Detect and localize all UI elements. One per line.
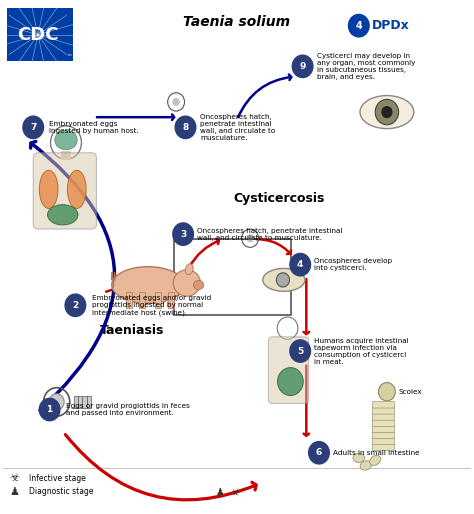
Bar: [74, 396, 78, 408]
Text: Taenia solium: Taenia solium: [183, 14, 291, 29]
Text: 3: 3: [180, 230, 186, 238]
Text: ♟: ♟: [10, 487, 20, 497]
Bar: [78, 396, 82, 408]
Circle shape: [173, 223, 193, 245]
Ellipse shape: [370, 455, 381, 466]
Bar: [155, 291, 161, 308]
Circle shape: [65, 294, 86, 317]
Bar: [82, 396, 87, 408]
Text: 2: 2: [72, 301, 79, 310]
Circle shape: [375, 99, 399, 125]
Ellipse shape: [353, 453, 365, 463]
Text: 4: 4: [356, 21, 362, 31]
Bar: [87, 396, 91, 408]
Ellipse shape: [55, 131, 77, 150]
Circle shape: [292, 55, 313, 78]
Text: Adults in small intestine: Adults in small intestine: [333, 450, 419, 456]
FancyBboxPatch shape: [373, 414, 394, 420]
Text: 5: 5: [297, 346, 303, 356]
Text: 1: 1: [46, 405, 53, 414]
Text: 8: 8: [182, 123, 189, 132]
Text: ♟  ☣: ♟ ☣: [216, 487, 239, 497]
Text: DPDx: DPDx: [372, 19, 409, 32]
Circle shape: [381, 106, 392, 118]
Circle shape: [49, 394, 64, 410]
Text: Cysticercosis: Cysticercosis: [234, 192, 325, 205]
Ellipse shape: [67, 170, 86, 209]
Text: ☣: ☣: [10, 473, 20, 483]
Ellipse shape: [173, 270, 201, 296]
FancyBboxPatch shape: [8, 8, 73, 61]
FancyBboxPatch shape: [268, 337, 309, 403]
Circle shape: [348, 14, 369, 37]
Bar: [61, 151, 71, 160]
Text: ™: ™: [67, 54, 72, 60]
Ellipse shape: [193, 281, 204, 289]
Circle shape: [246, 234, 254, 242]
Ellipse shape: [47, 205, 78, 225]
Text: Humans acquire intestinal
tapeworm infection via
consumption of cysticerci
in me: Humans acquire intestinal tapeworm infec…: [314, 338, 409, 364]
FancyBboxPatch shape: [373, 401, 394, 408]
Bar: [126, 291, 132, 308]
Text: CDC: CDC: [17, 26, 59, 44]
FancyBboxPatch shape: [373, 444, 394, 451]
Text: Eggs or gravid proglottids in feces
and passed into environment.: Eggs or gravid proglottids in feces and …: [66, 403, 190, 416]
Ellipse shape: [277, 368, 303, 396]
Text: 7: 7: [30, 123, 36, 132]
Ellipse shape: [263, 268, 305, 291]
Circle shape: [290, 253, 310, 276]
Text: Cysticerci may develop in
any organ, most commonly
in subcutaneous tissues,
brai: Cysticerci may develop in any organ, mos…: [317, 53, 415, 80]
Text: 9: 9: [300, 62, 306, 71]
Ellipse shape: [112, 267, 184, 303]
Text: Oncospheres hatch, penetrate intestinal
wall, and circulate to musculature.: Oncospheres hatch, penetrate intestinal …: [197, 228, 343, 241]
Circle shape: [175, 116, 196, 139]
Circle shape: [378, 382, 395, 401]
Text: Oncospheres hatch,
penetrate intestinal
wall, and circulate to
musculature.: Oncospheres hatch, penetrate intestinal …: [201, 114, 276, 141]
Ellipse shape: [185, 264, 193, 274]
Text: Infective stage: Infective stage: [28, 474, 85, 483]
Bar: [168, 291, 174, 308]
Text: Oncospheres develop
into cysticerci.: Oncospheres develop into cysticerci.: [314, 258, 392, 271]
Circle shape: [276, 273, 290, 287]
Bar: [138, 291, 145, 308]
FancyBboxPatch shape: [373, 420, 394, 426]
Circle shape: [173, 98, 180, 106]
Text: Scolex: Scolex: [399, 389, 422, 395]
Text: 4: 4: [297, 260, 303, 269]
FancyBboxPatch shape: [373, 438, 394, 445]
Text: Embryonated eggs
ingested by human host.: Embryonated eggs ingested by human host.: [49, 121, 138, 134]
FancyBboxPatch shape: [174, 239, 291, 316]
Circle shape: [290, 340, 310, 362]
FancyBboxPatch shape: [33, 153, 97, 229]
Text: 6: 6: [316, 448, 322, 457]
Text: Diagnostic stage: Diagnostic stage: [28, 487, 93, 497]
Ellipse shape: [360, 461, 372, 470]
Circle shape: [23, 116, 44, 139]
FancyBboxPatch shape: [373, 426, 394, 432]
Text: Taeniasis: Taeniasis: [100, 324, 164, 337]
FancyBboxPatch shape: [373, 408, 394, 414]
FancyBboxPatch shape: [373, 432, 394, 438]
Text: Embryonated eggs and/or gravid
proglottids ingested by normal
intermediate host : Embryonated eggs and/or gravid proglotti…: [92, 295, 211, 316]
Circle shape: [39, 398, 60, 421]
Circle shape: [309, 442, 329, 464]
Ellipse shape: [360, 96, 414, 128]
Ellipse shape: [39, 170, 58, 209]
